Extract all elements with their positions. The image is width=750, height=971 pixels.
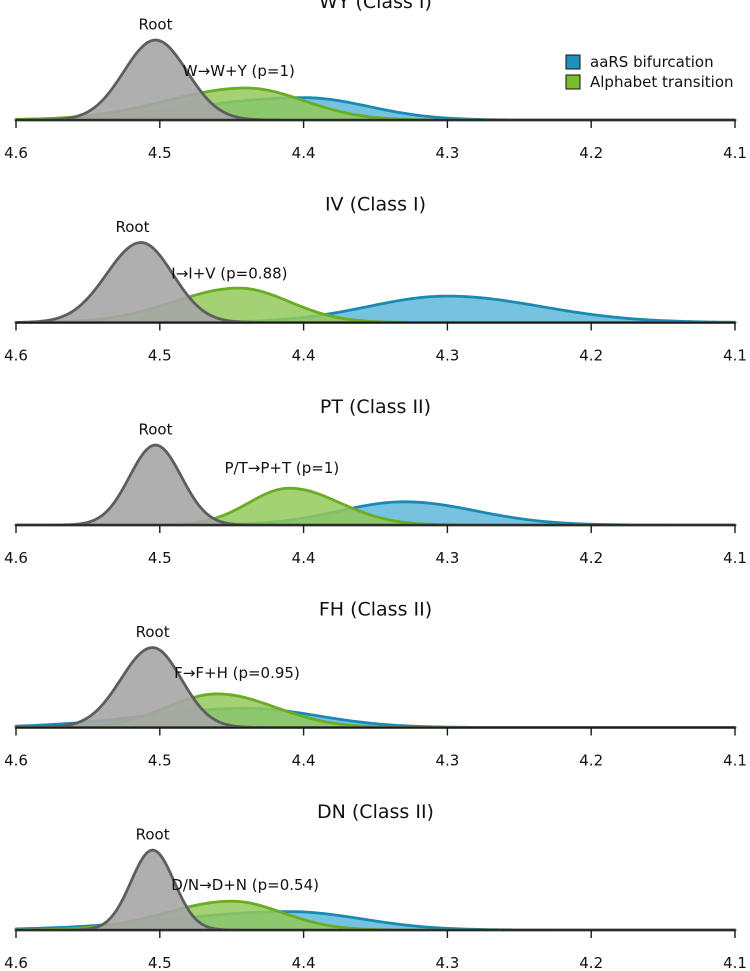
panel-4: FH (Class II) 4.6 4.5 4.4 4.3 4.2 4.1 Root F→F+H… [4,599,747,770]
root-label: Root [136,623,170,641]
x-tick-label: 4.5 [148,954,172,971]
x-tick-label: 4.1 [723,752,747,770]
legend: aaRS bifurcation Alphabet transition [565,53,734,91]
x-tick-label: 4.2 [579,144,603,162]
panel-3: PT (Class II) 4.6 4.5 4.4 4.3 4.2 4.1 Root P/T→P… [4,396,747,567]
panels: WY (Class I) 4.6 4.5 4.4 4.3 4.2 4.1 Root W→W+Y … [4,0,747,971]
panel-title: DN (Class II) [317,801,434,823]
x-tick-label: 4.6 [4,549,28,567]
x-tick-label: 4.3 [435,752,459,770]
x-tick-label: 4.1 [723,144,747,162]
density-root [14,646,737,729]
x-tick-label: 4.2 [579,954,603,971]
x-tick-label: 4.6 [4,954,28,971]
panel-title: PT (Class II) [320,396,431,418]
legend-label-alphabet: Alphabet transition [590,73,734,91]
root-label: Root [115,218,149,236]
panel-2: IV (Class I) 4.6 4.5 4.4 4.3 4.2 4.1 Root I→I+V … [4,194,747,365]
density-root [14,848,737,932]
panel-title: IV (Class I) [325,194,426,216]
x-tick-label: 4.3 [435,347,459,365]
root-label: Root [138,16,172,34]
x-tick-label: 4.5 [148,752,172,770]
legend-swatch-aars [565,54,581,70]
x-tick-label: 4.4 [292,954,316,971]
root-label: Root [138,421,172,439]
x-tick-label: 4.2 [579,549,603,567]
x-tick-label: 4.3 [435,549,459,567]
panel-title: WY (Class I) [319,0,432,13]
transition-label: F→F+H (p=0.95) [174,664,300,682]
x-tick-label: 4.3 [435,144,459,162]
x-tick-label: 4.1 [723,549,747,567]
transition-label: D/N→D+N (p=0.54) [171,876,319,894]
x-tick-label: 4.4 [292,144,316,162]
x-tick-label: 4.1 [723,347,747,365]
x-tick-label: 4.6 [4,752,28,770]
x-tick-label: 4.3 [435,954,459,971]
root-label: Root [136,826,170,844]
panel-5: DN (Class II) 4.6 4.5 4.4 4.3 4.2 4.1 Root D/N→D… [4,801,747,971]
x-tick-label: 4.4 [292,549,316,567]
x-tick-label: 4.2 [579,752,603,770]
transition-label: I→I+V (p=0.88) [171,265,287,283]
x-tick-label: 4.2 [579,347,603,365]
x-tick-label: 4.6 [4,347,28,365]
x-tick-label: 4.5 [148,144,172,162]
panel-title: FH (Class II) [319,599,432,621]
x-tick-label: 4.1 [723,954,747,971]
x-tick-label: 4.4 [292,347,316,365]
legend-swatch-alphabet [565,74,581,90]
legend-label-aars: aaRS bifurcation [590,53,714,71]
panel-1: WY (Class I) 4.6 4.5 4.4 4.3 4.2 4.1 Root W→W+Y … [4,0,747,162]
transition-label: W→W+Y (p=1) [183,62,295,80]
x-tick-label: 4.5 [148,347,172,365]
x-tick-label: 4.4 [292,752,316,770]
x-tick-label: 4.5 [148,549,172,567]
x-tick-label: 4.6 [4,144,28,162]
transition-label: P/T→P+T (p=1) [225,459,340,477]
